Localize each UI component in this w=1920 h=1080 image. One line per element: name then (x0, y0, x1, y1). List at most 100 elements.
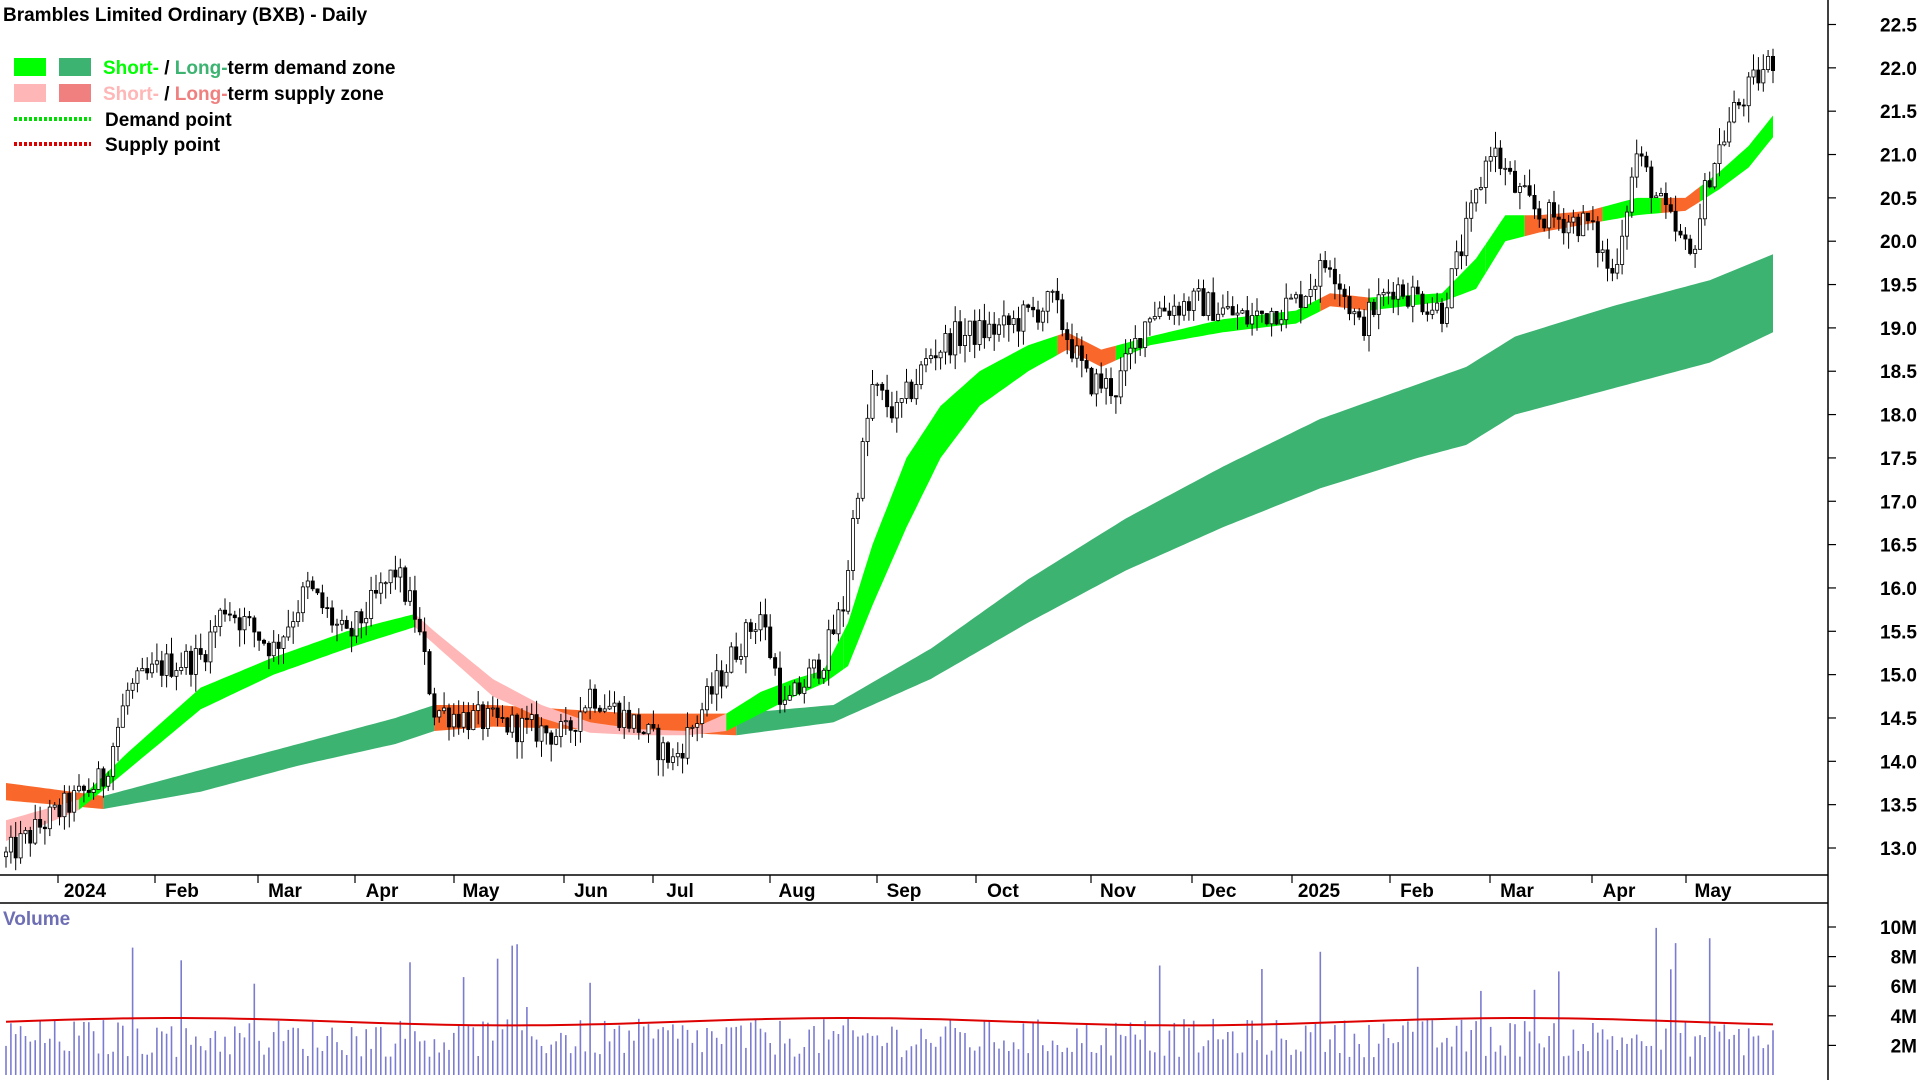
y-tick-label: 13.5 (1880, 796, 1917, 817)
candle-body (359, 611, 364, 624)
candle-body (651, 724, 656, 729)
candle-body (1318, 260, 1323, 287)
candle-body (1561, 218, 1566, 234)
candle-body (33, 819, 38, 844)
x-tick-label: May (463, 881, 500, 902)
candle-body (1634, 153, 1639, 178)
candle-body (1605, 249, 1610, 269)
candle-body (1410, 286, 1415, 307)
candle-body (23, 830, 28, 835)
candle-body (1469, 202, 1474, 219)
candle-body (1440, 302, 1445, 324)
candle-body (1133, 337, 1138, 349)
x-tick-label: Dec (1202, 881, 1237, 902)
x-tick-label: Nov (1100, 881, 1136, 902)
candle-body (1508, 167, 1513, 172)
candle-body (1347, 296, 1352, 315)
candle-body (1177, 305, 1182, 316)
candle-body (1663, 192, 1668, 205)
candle-body (106, 775, 111, 787)
candle-body (1011, 318, 1016, 325)
candle-body (583, 707, 588, 713)
candle-body (164, 653, 169, 676)
candle-body (1308, 289, 1313, 297)
candle-body (1357, 311, 1362, 318)
candle-body (485, 708, 490, 730)
candle-body (1182, 301, 1187, 316)
candle-body (821, 669, 826, 679)
candle-body (865, 417, 870, 442)
candle-body (247, 616, 252, 619)
candle-body (145, 668, 150, 674)
legend-short-swatch (14, 84, 46, 102)
candle-body (1483, 160, 1488, 188)
candle-body (1216, 313, 1221, 321)
candle-body (1581, 212, 1586, 237)
candle-body (1736, 102, 1741, 106)
candle-body (631, 714, 636, 729)
candle-body (1162, 307, 1167, 312)
candle-body (388, 569, 393, 584)
candle-body (510, 714, 515, 733)
candle-body (412, 590, 417, 620)
candle-body (1211, 292, 1216, 321)
candle-body (607, 705, 612, 710)
candle-body (208, 631, 213, 663)
candle-body (1313, 285, 1318, 290)
candle-body (563, 720, 568, 723)
candle-body (373, 590, 378, 594)
candle-body (753, 629, 758, 632)
candle-body (461, 712, 466, 728)
short-term-zone-segment (79, 614, 415, 810)
candle-body (1556, 216, 1561, 220)
candle-body (4, 851, 9, 858)
y-tick-label: 18.0 (1880, 406, 1917, 427)
candle-body (1050, 290, 1055, 293)
candle-body (1328, 267, 1333, 270)
candle-body (1756, 69, 1761, 84)
candle-body (505, 717, 510, 733)
candle-body (656, 727, 661, 761)
short-term-zone-segment (843, 335, 1058, 670)
candle-body (739, 656, 744, 660)
candle-body (534, 714, 539, 742)
candle-body (763, 614, 768, 628)
candle-body (987, 323, 992, 339)
candle-body (252, 617, 257, 633)
candle-body (588, 688, 593, 709)
candle-body (1517, 186, 1522, 193)
x-tick-label: May (1695, 881, 1732, 902)
candle-body (1751, 69, 1756, 78)
candle-body (982, 320, 987, 339)
x-tick-label: Mar (268, 881, 302, 902)
candle-body (612, 702, 617, 707)
candle-body (398, 567, 403, 578)
candle-body (1031, 306, 1036, 311)
candle-body (1435, 302, 1440, 311)
x-tick-label: Feb (1400, 881, 1434, 902)
candle-body (1478, 186, 1483, 190)
candle-body (417, 618, 422, 633)
volume-tick-label: 6M (1891, 977, 1917, 998)
candle-body (1196, 288, 1201, 292)
candle-body (198, 648, 203, 655)
candle-body (1138, 337, 1143, 348)
candle-body (963, 334, 968, 346)
candle-body (573, 729, 578, 732)
candle-body (1571, 216, 1576, 223)
candle-body (276, 641, 281, 649)
candle-body (1191, 290, 1196, 311)
candle-body (1367, 301, 1372, 336)
candle-body (101, 768, 106, 787)
candle-body (846, 570, 851, 612)
candle-body (1464, 217, 1469, 257)
candle-body (1371, 301, 1376, 315)
x-tick-label: Apr (366, 881, 399, 902)
candle-body (42, 826, 47, 830)
candle-body (451, 713, 456, 728)
candle-body (1055, 290, 1060, 301)
candle-body (1021, 304, 1026, 332)
legend-line-label: Demand point (105, 110, 232, 131)
candle-body (135, 670, 140, 684)
candle-body (495, 707, 500, 718)
